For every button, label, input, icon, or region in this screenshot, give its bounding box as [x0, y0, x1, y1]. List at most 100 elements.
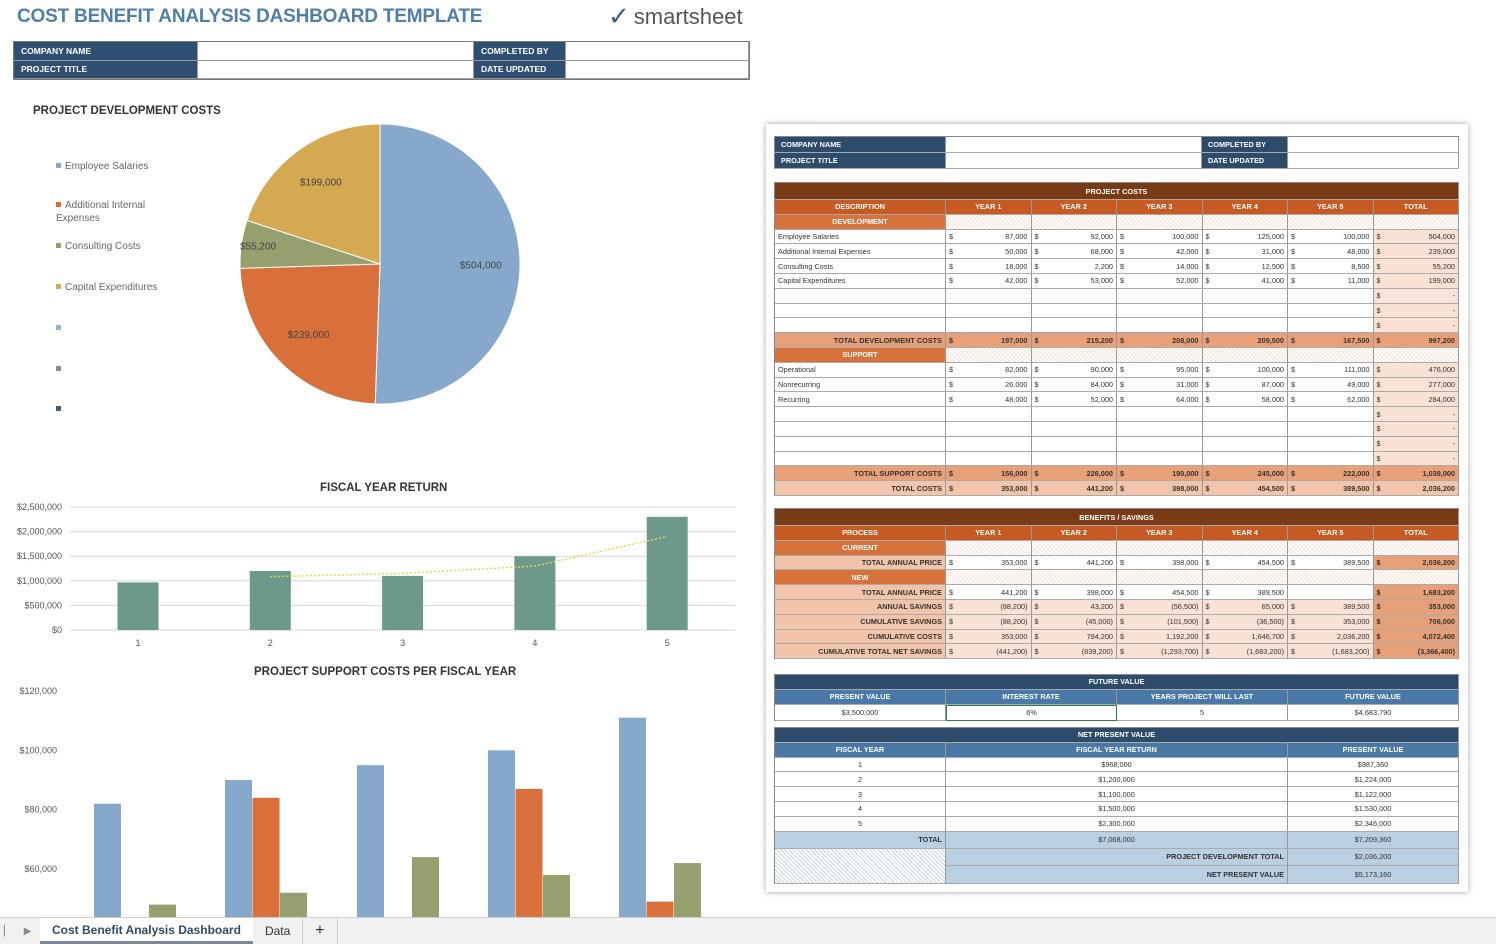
money-cell[interactable]: $167,500 — [1288, 333, 1374, 348]
money-cell[interactable]: $14,000 — [1117, 259, 1203, 274]
money-cell[interactable]: $156,000 — [946, 466, 1032, 482]
money-cell[interactable]: $68,000 — [1031, 244, 1117, 260]
value-cell[interactable]: $4,683,790 — [1288, 704, 1459, 721]
money-cell[interactable]: $353,000 — [946, 629, 1032, 645]
money-cell[interactable]: $84,000 — [1031, 377, 1117, 393]
money-cell[interactable]: $ (88,200) — [946, 599, 1032, 615]
money-cell[interactable]: $1,683,200 — [1373, 585, 1459, 600]
money-cell[interactable]: $ (3,366,400) — [1373, 644, 1459, 660]
empty-cell[interactable] — [1202, 421, 1288, 437]
empty-cell[interactable] — [775, 421, 946, 437]
money-cell[interactable]: $ (101,500) — [1117, 614, 1203, 630]
empty-cell[interactable] — [1288, 407, 1374, 422]
money-cell[interactable]: $197,000 — [946, 333, 1032, 348]
money-cell[interactable]: $245,000 — [1202, 466, 1288, 482]
empty-cell[interactable] — [1031, 421, 1117, 437]
add-sheet-button[interactable]: + — [302, 918, 338, 944]
scroll-first-icon[interactable]: ▏ — [4, 925, 12, 937]
money-cell[interactable]: $794,200 — [1031, 629, 1117, 645]
completed-by-field[interactable] — [566, 42, 749, 61]
empty-cell[interactable] — [946, 303, 1032, 319]
money-cell[interactable]: $353,000 — [946, 555, 1032, 571]
money-cell[interactable]: $454,500 — [1117, 585, 1203, 600]
empty-cell[interactable] — [1031, 303, 1117, 319]
company-name-field[interactable] — [198, 42, 474, 61]
money-cell[interactable]: $389,500 — [1288, 481, 1374, 496]
empty-cell[interactable] — [1202, 288, 1288, 304]
empty-cell[interactable] — [1288, 421, 1374, 437]
money-cell[interactable]: $87,000 — [946, 229, 1032, 245]
money-cell[interactable]: $12,500 — [1202, 259, 1288, 274]
money-cell[interactable]: $1,646,700 — [1202, 629, 1288, 645]
money-cell[interactable]: $65,000 — [1202, 599, 1288, 615]
money-cell[interactable]: $ - — [1373, 303, 1459, 319]
empty-cell[interactable] — [775, 436, 946, 452]
empty-cell[interactable] — [775, 303, 946, 319]
money-cell[interactable]: $190,000 — [1117, 466, 1203, 482]
empty-cell[interactable] — [1202, 303, 1288, 319]
info-field[interactable] — [946, 137, 1202, 153]
money-cell[interactable]: $100,000 — [1288, 229, 1374, 245]
money-cell[interactable]: $48,000 — [946, 392, 1032, 408]
money-cell[interactable]: $125,000 — [1202, 229, 1288, 245]
money-cell[interactable]: $82,000 — [946, 362, 1032, 378]
empty-cell[interactable] — [946, 421, 1032, 437]
money-cell[interactable]: $ (45,000) — [1031, 614, 1117, 630]
money-cell[interactable]: $52,000 — [1031, 392, 1117, 408]
money-cell[interactable]: $454,500 — [1202, 481, 1288, 496]
money-cell[interactable]: $58,000 — [1202, 392, 1288, 408]
money-cell[interactable]: $997,200 — [1373, 333, 1459, 348]
money-cell[interactable]: $226,000 — [1031, 466, 1117, 482]
empty-cell[interactable] — [946, 407, 1032, 422]
money-cell[interactable]: $42,000 — [1117, 244, 1203, 260]
money-cell[interactable]: $199,000 — [1373, 273, 1459, 289]
money-cell[interactable]: $ (839,200) — [1031, 644, 1117, 660]
money-cell[interactable]: $2,200 — [1031, 259, 1117, 274]
money-cell[interactable]: $2,036,200 — [1288, 629, 1374, 645]
money-cell[interactable]: $ (1,293,700) — [1117, 644, 1203, 660]
value-cell[interactable]: 6% — [946, 704, 1117, 721]
money-cell[interactable]: $42,000 — [946, 273, 1032, 289]
date-updated-field[interactable] — [566, 60, 749, 79]
money-cell[interactable]: $55,200 — [1373, 259, 1459, 274]
money-cell[interactable]: $398,000 — [1117, 481, 1203, 496]
money-cell[interactable]: $222,000 — [1288, 466, 1374, 482]
empty-cell[interactable] — [1202, 451, 1288, 467]
money-cell[interactable]: $398,000 — [1031, 585, 1117, 600]
money-cell[interactable]: $353,000 — [1373, 599, 1459, 615]
money-cell[interactable]: $ - — [1373, 318, 1459, 334]
money-cell[interactable]: $353,000 — [946, 481, 1032, 496]
money-cell[interactable]: $277,000 — [1373, 377, 1459, 393]
money-cell[interactable]: $50,000 — [946, 244, 1032, 260]
money-cell[interactable]: $476,000 — [1373, 362, 1459, 378]
money-cell[interactable]: $441,200 — [946, 585, 1032, 600]
money-cell[interactable]: $ - — [1373, 288, 1459, 304]
money-cell[interactable]: $389,500 — [1288, 599, 1374, 615]
money-cell[interactable]: $504,000 — [1373, 229, 1459, 245]
empty-cell[interactable] — [1031, 436, 1117, 452]
empty-cell[interactable] — [946, 451, 1032, 467]
money-cell[interactable]: $48,000 — [1288, 244, 1374, 260]
empty-cell[interactable] — [946, 288, 1032, 304]
empty-cell[interactable] — [1202, 318, 1288, 334]
money-cell[interactable]: $284,000 — [1373, 392, 1459, 408]
money-cell[interactable]: $239,000 — [1373, 244, 1459, 260]
money-cell[interactable]: $ - — [1373, 421, 1459, 437]
empty-cell[interactable] — [1117, 303, 1203, 319]
money-cell[interactable]: $18,000 — [946, 259, 1032, 274]
money-cell[interactable]: $111,000 — [1288, 362, 1374, 378]
money-cell[interactable]: $52,000 — [1117, 273, 1203, 289]
empty-cell[interactable] — [1031, 288, 1117, 304]
money-cell[interactable]: $31,000 — [1117, 377, 1203, 393]
info-field[interactable] — [1287, 137, 1459, 153]
money-cell[interactable]: $ (36,500) — [1202, 614, 1288, 630]
money-cell[interactable]: $ (1,683,200) — [1202, 644, 1288, 660]
money-cell[interactable]: $43,200 — [1031, 599, 1117, 615]
empty-cell[interactable] — [1117, 436, 1203, 452]
money-cell[interactable]: $90,000 — [1031, 362, 1117, 378]
money-cell[interactable]: $706,000 — [1373, 614, 1459, 630]
money-cell[interactable]: $215,200 — [1031, 333, 1117, 348]
empty-cell[interactable] — [775, 451, 946, 467]
empty-cell[interactable] — [1288, 318, 1374, 334]
money-cell[interactable]: $100,000 — [1117, 229, 1203, 245]
